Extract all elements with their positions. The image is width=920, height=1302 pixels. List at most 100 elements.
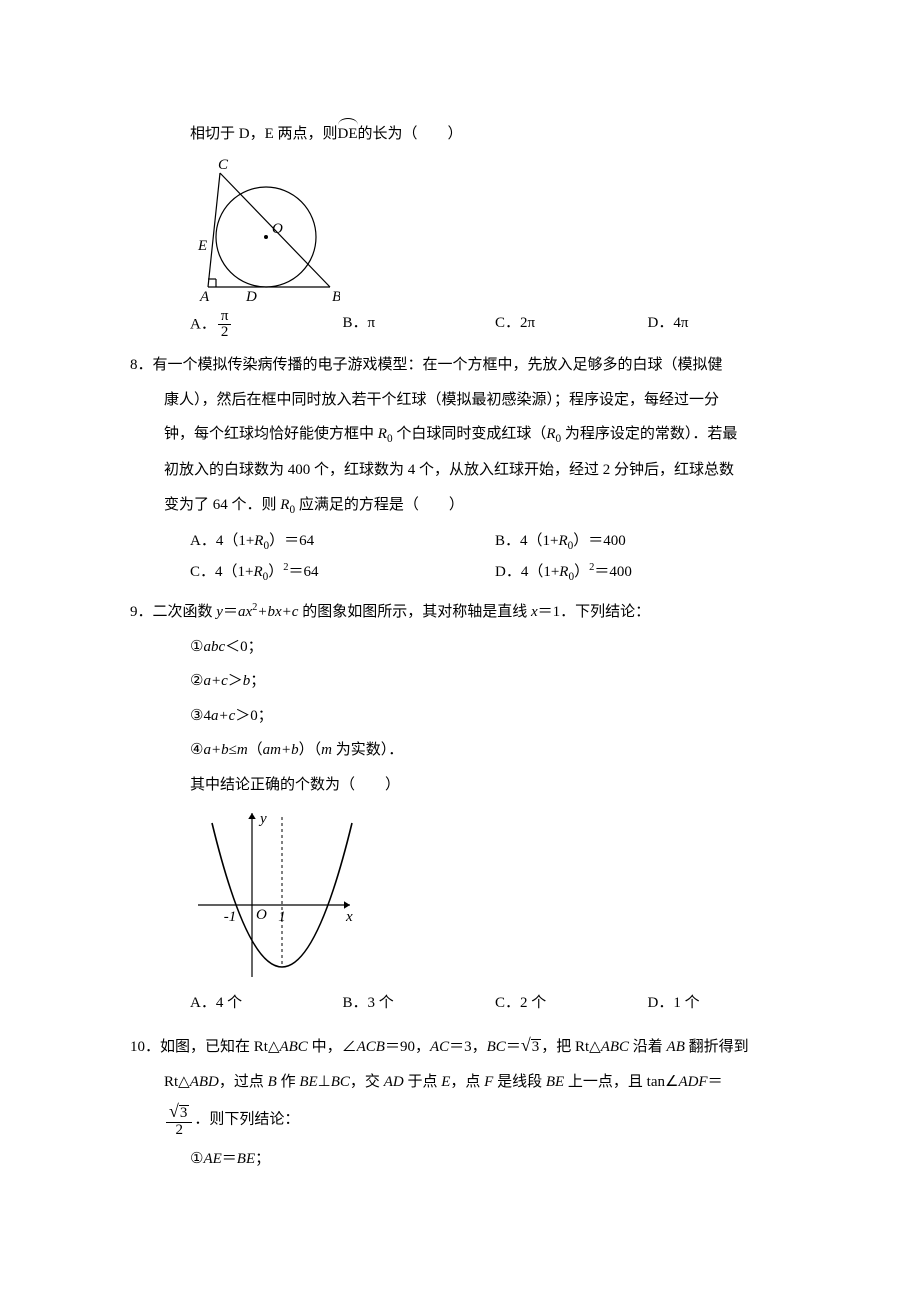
q10-abc: ABC [279, 1039, 307, 1055]
q9-l1a: 二次函数 [153, 604, 217, 620]
q9-s4-e: am+b [263, 742, 299, 758]
q9-s1-n: ① [190, 639, 203, 655]
q10-l2e: ，交 [350, 1074, 384, 1090]
q10-l3t: ．则下列结论： [194, 1112, 299, 1128]
q9-opt-d: D．1 个 [648, 989, 801, 1018]
q9-options: A．4 个 B．3 个 C．2 个 D．1 个 [130, 989, 800, 1018]
q9-num: 9． [130, 604, 153, 620]
q10-ac: AC [430, 1039, 449, 1055]
q8d-post: ＝400 [594, 564, 632, 580]
q10-ad: AD [384, 1074, 404, 1090]
q8-line4: 初放入的白球数为 400 个，红球数为 4 个，从放入红球开始，经过 2 分钟后… [130, 456, 800, 485]
q10-l2f: 于点 [404, 1074, 442, 1090]
q8-l1: 有一个模拟传染病传播的电子游戏模型：在一个方框中，先放入足够多的白球（模拟健 [153, 357, 723, 373]
q10-acb: ACB [357, 1039, 385, 1055]
q9-svg: Oxy-11 [190, 805, 360, 985]
q10-E: E [441, 1074, 450, 1090]
q9-s3-n: ③4 [190, 708, 211, 724]
q10-num: 10． [130, 1039, 160, 1055]
svg-text:B: B [332, 289, 340, 305]
q9-line1: 9．二次函数 y＝ax2+bx+c 的图象如图所示，其对称轴是直线 x＝1．下列… [130, 598, 800, 627]
q10-s1-n: ① [190, 1151, 203, 1167]
q10-B: B [268, 1074, 277, 1090]
q9-s4-m2: m [321, 742, 332, 758]
q9-s4-q: ）（ [299, 742, 322, 758]
q8-l3-r1: R [378, 426, 387, 442]
q10-s1: ①AE＝BE； [130, 1145, 800, 1174]
q10-l1g: 沿着 [629, 1039, 667, 1055]
svg-text:x: x [345, 909, 353, 925]
q9-s4-m: m [237, 742, 248, 758]
q9-opt-a: A．4 个 [190, 989, 343, 1018]
q10-be: BE [299, 1074, 317, 1090]
q9-s3-e: a+c [211, 708, 235, 724]
q8-line1: 8．有一个模拟传染病传播的电子游戏模型：在一个方框中，先放入足够多的白球（模拟健 [130, 351, 800, 380]
q10-l1h: 翻折得到 [685, 1039, 749, 1055]
q7-a-prefix: A． [190, 316, 216, 332]
q8-l5a: 变为了 64 个．则 [164, 497, 280, 513]
q10-sqrt1-arg: 3 [531, 1039, 542, 1055]
q10-l2h: 是线段 [493, 1074, 546, 1090]
q7-tail-line: 相切于 D，E 两点，则DE的长为（ ） [130, 120, 800, 149]
q7-tail-a: 相切于 D，E 两点，则 [190, 126, 338, 142]
q7-figure: ABCDEO [130, 155, 800, 305]
q8c-r: R [253, 564, 262, 580]
q8-l3b: 个白球同时变成红球（ [393, 426, 547, 442]
q9-s4-a: a+b [203, 742, 228, 758]
q10-line3: √3 2 ．则下列结论： [130, 1102, 800, 1139]
q10-l2c: 作 [277, 1074, 300, 1090]
q9-s4-r: 为实数）． [332, 742, 403, 758]
q8-l3-r2: R [546, 426, 555, 442]
q9-concl: 其中结论正确的个数为（ ） [130, 771, 800, 800]
q10-ab: AB [667, 1039, 685, 1055]
q9-s4: ④a+b≤m（am+b）（m 为实数）． [130, 736, 800, 765]
q9-s1-t: ＜0； [225, 639, 263, 655]
q8-opt-a: A．4（1+R0）＝64 [190, 527, 495, 557]
q10-sqrt2: √3 [169, 1102, 189, 1122]
q10-l2g: ，点 [450, 1074, 484, 1090]
q9-s4-n: ④ [190, 742, 203, 758]
svg-text:C: C [218, 157, 229, 173]
q7-opt-b: B．π [343, 309, 496, 342]
svg-text:O: O [272, 221, 283, 237]
q9-s2-n: ② [190, 673, 203, 689]
q9-figure: Oxy-11 [130, 805, 800, 985]
q10-adf: ADF [678, 1074, 707, 1090]
q10-l1f: ，把 Rt△ [541, 1039, 600, 1055]
q10-line1: 10．如图，已知在 Rt△ABC 中，∠ACB＝90，AC＝3，BC＝√3，把 … [130, 1028, 800, 1062]
q10-l2i: 上一点，且 tan∠ [564, 1074, 678, 1090]
svg-text:D: D [245, 289, 257, 305]
q10-l1e: ＝ [506, 1039, 521, 1055]
q10-F: F [484, 1074, 493, 1090]
q9-s4-p: （ [248, 742, 263, 758]
q7-a-num: π [218, 309, 232, 326]
q8b-pre: B．4（1+ [495, 533, 558, 549]
q9-opt-c: C．2 个 [495, 989, 648, 1018]
q9-s1: ①abc＜0； [130, 633, 800, 662]
q8-line2: 康人），然后在框中同时放入若干个红球（模拟最初感染源）；程序设定，每经过一分 [130, 386, 800, 415]
q10-l1a: 如图，已知在 Rt△ [160, 1039, 279, 1055]
q10-s1-eq: ＝ [222, 1151, 237, 1167]
q8c-post: ＝64 [289, 564, 319, 580]
q9-opt-b: B．3 个 [343, 989, 496, 1018]
q9-x: x [531, 604, 538, 620]
q8b-r: R [558, 533, 567, 549]
q8-opt-d: D．4（1+R0）2＝400 [495, 558, 800, 588]
q10-l1d: ＝3， [449, 1039, 487, 1055]
q7-opt-c: C．2π [495, 309, 648, 342]
q8-opt-b: B．4（1+R0）＝400 [495, 527, 800, 557]
q10-l1c: ＝90， [385, 1039, 430, 1055]
q9-l1c: 的图象如图所示，其对称轴是直线 [298, 604, 531, 620]
q8-l5b: 应满足的方程是（ ） [295, 497, 464, 513]
q7-opt-d: D．4π [648, 309, 801, 342]
q10-bc: BC [487, 1039, 506, 1055]
q10-l1b: 中，∠ [308, 1039, 357, 1055]
q9-s4-t: ≤ [229, 742, 237, 758]
q10-abd: ABD [190, 1074, 219, 1090]
q7-a-den: 2 [218, 325, 232, 341]
svg-text:-1: -1 [224, 909, 237, 925]
q10-s1-ae: AE [203, 1151, 221, 1167]
q8b-post: ）＝400 [573, 533, 626, 549]
q8-line3: 钟，每个红球均恰好能使方框中 R0 个白球同时变成红球（R0 为程序设定的常数）… [130, 420, 800, 450]
q8-options: A．4（1+R0）＝64 B．4（1+R0）＝400 C．4（1+R0）2＝64… [130, 527, 800, 588]
